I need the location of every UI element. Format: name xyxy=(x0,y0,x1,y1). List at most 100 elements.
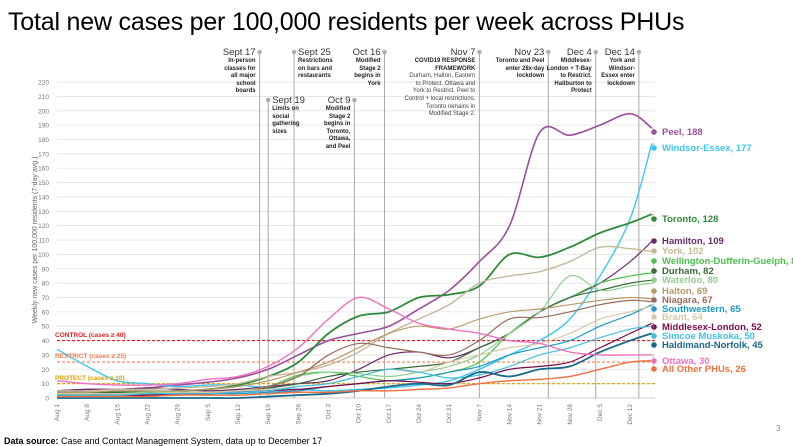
event-description-line: Modified xyxy=(353,58,381,66)
event-detail-line: Control + local restrictions. xyxy=(405,96,476,104)
y-tick-label: 70 xyxy=(42,295,50,302)
event-date: Nov 7 xyxy=(405,47,476,58)
event-description-line: begins in xyxy=(353,73,381,81)
event-description-line: restaurants xyxy=(298,73,333,81)
y-tick-label: 100 xyxy=(38,252,49,259)
y-tick-label: 20 xyxy=(42,367,50,374)
page-number: 3 xyxy=(776,424,780,433)
event-description-line: Modified xyxy=(324,106,350,114)
event-description-line: to Restrict. xyxy=(547,73,592,81)
event-marker xyxy=(593,50,598,55)
event-date: Dec 14 xyxy=(601,47,635,58)
event-detail-line: Toronto remains in xyxy=(405,104,476,112)
x-tick-label: Aug 22 xyxy=(145,404,152,425)
series-end-dot xyxy=(651,248,657,254)
event-description-line: boards xyxy=(223,88,256,96)
event-description-line: Haliburton to xyxy=(547,81,592,89)
x-tick-label: Oct 24 xyxy=(416,404,423,424)
y-tick-label: 140 xyxy=(38,194,49,201)
event-detail-line: Durham, Halton, Eastern xyxy=(405,73,476,81)
series-end-dot xyxy=(651,145,657,151)
event-description-line: York and xyxy=(601,58,635,66)
event-description-line: Essex enter xyxy=(601,73,635,81)
event-description-line: Stage 2 xyxy=(324,114,350,122)
y-tick-label: 0 xyxy=(45,396,49,403)
event-marker xyxy=(382,50,387,55)
y-tick-label: 10 xyxy=(42,381,50,388)
x-tick-label: Aug 8 xyxy=(84,404,91,421)
event-description-line: lockdown xyxy=(496,73,545,81)
x-tick-label: Dec 12 xyxy=(627,404,634,425)
x-tick-label: Dec 5 xyxy=(597,404,604,421)
event-date: Sept 25 xyxy=(298,47,333,58)
event-date: Sept 17 xyxy=(223,47,256,58)
event-marker xyxy=(352,98,357,103)
event-marker xyxy=(266,98,271,103)
event-date: Nov 23 xyxy=(496,47,545,58)
event-description-line: on bars and xyxy=(298,66,333,74)
y-tick-label: 190 xyxy=(38,123,49,130)
event-description-line: sizes xyxy=(272,129,305,137)
series-end-dot xyxy=(651,366,657,372)
series-label: All Other PHUs, 26 xyxy=(662,365,746,375)
event-marker xyxy=(292,50,297,55)
event-marker xyxy=(637,50,642,55)
series-end-dots xyxy=(651,128,657,372)
event-date: Sept 19 xyxy=(272,95,305,106)
series-end-dot xyxy=(651,342,657,348)
y-tick-label: 80 xyxy=(42,281,50,288)
event-detail-line: Modified Stage 2. xyxy=(405,111,476,119)
series-end-dot xyxy=(651,258,657,264)
event-description-line: and Peel xyxy=(324,144,350,152)
threshold-label: RESTRICT (cases ≥ 25) xyxy=(55,353,126,360)
event-description-line: London + T-Bay xyxy=(547,66,592,74)
y-tick-label: 40 xyxy=(42,338,50,345)
event-description-line: Windsor- xyxy=(601,66,635,74)
y-tick-label: 120 xyxy=(38,223,49,230)
event-date: Oct 16 xyxy=(353,47,381,58)
series-end-dot xyxy=(651,277,657,283)
event-description-line: Toronto, xyxy=(324,129,350,137)
series-end-dot xyxy=(651,268,657,274)
event-marker xyxy=(477,50,482,55)
event-date: Dec 4 xyxy=(547,47,592,58)
y-tick-label: 130 xyxy=(38,209,49,216)
event-description-line: Ottawa, xyxy=(324,136,350,144)
threshold-label: CONTROL (cases ≥ 40) xyxy=(55,332,126,339)
x-tick-label: Nov 28 xyxy=(567,404,574,425)
event-description-line: In-person xyxy=(223,58,256,66)
x-tick-label: Sep 12 xyxy=(235,404,242,425)
x-tick-label: Nov 21 xyxy=(537,404,544,425)
series-label: Waterloo, 80 xyxy=(662,276,718,286)
x-tick-label: Oct 10 xyxy=(356,404,363,424)
event-description-line: gathering xyxy=(272,121,305,129)
event-description-line: classes for xyxy=(223,66,256,74)
y-axis-label: Weekly new cases per 100,000 residents (… xyxy=(32,157,39,324)
event-description-line: FRAMEWORK xyxy=(405,66,476,74)
event-detail-line: York to Restrict. Peel to xyxy=(405,88,476,96)
y-tick-label: 220 xyxy=(38,80,49,87)
series-label: Windsor-Essex, 177 xyxy=(662,144,752,154)
x-tick-label: Aug 1 xyxy=(54,404,61,421)
event-description-line: Middlesex- xyxy=(547,58,592,66)
y-axis-ticks: 0102030405060708090100110120130140150160… xyxy=(38,80,49,403)
x-tick-label: Oct 17 xyxy=(386,404,393,424)
event-date: Oct 9 xyxy=(324,95,350,106)
event-description-line: begins in xyxy=(324,121,350,129)
series-end-dot xyxy=(651,297,657,303)
x-tick-label: Aug 15 xyxy=(114,404,121,425)
event-description-line: Restrictions xyxy=(298,58,333,66)
event-description-line: COVID19 RESPONSE xyxy=(405,58,476,66)
event-description-line: Protect xyxy=(547,88,592,96)
event-description-line: all major xyxy=(223,73,256,81)
threshold-label: PROTECT (cases ≥ 10) xyxy=(55,375,125,382)
series-label: Peel, 188 xyxy=(662,128,703,138)
y-tick-label: 110 xyxy=(39,238,50,245)
x-tick-label: Sep 5 xyxy=(205,404,212,421)
